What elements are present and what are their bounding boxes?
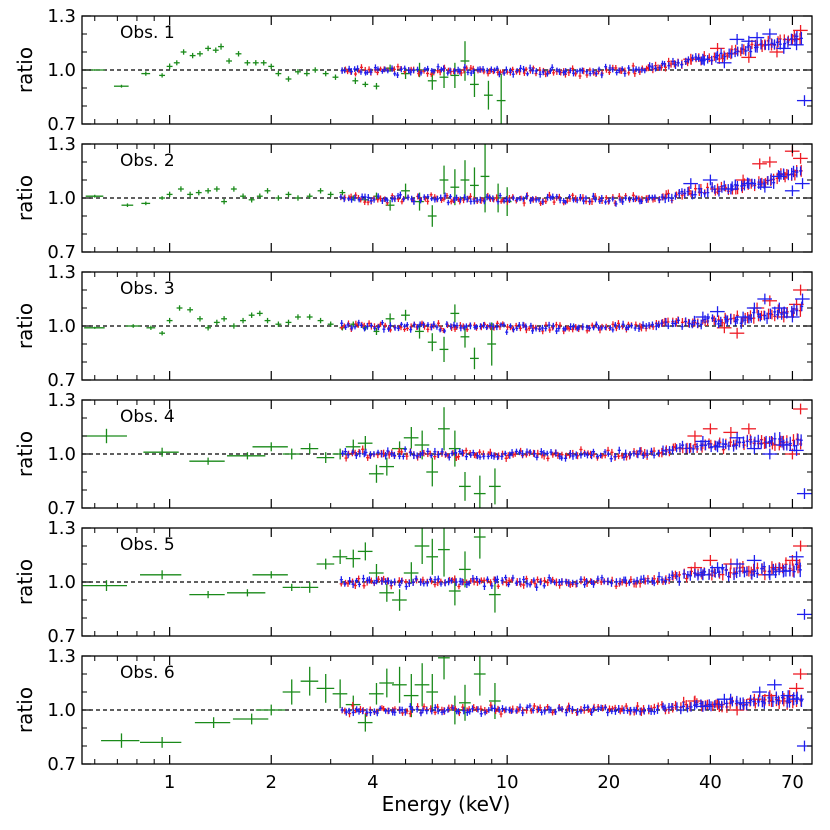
panel-title: Obs. 5 (120, 535, 175, 555)
y-tick-label: 1.3 (47, 390, 76, 411)
panel-data-area (82, 144, 812, 227)
y-tick-label: 0.7 (47, 114, 76, 135)
y-tick-label: 0.7 (47, 626, 76, 647)
series-fpmb (339, 165, 810, 207)
panel-data-area (82, 25, 812, 124)
y-tick-label: 1.3 (47, 518, 76, 539)
panel-title: Obs. 6 (120, 663, 175, 683)
panel-title: Obs. 3 (120, 279, 175, 299)
panel-5: 0.7 1.0 1.3 ratio Obs. 5 (13, 518, 813, 647)
y-tick-label: 1.3 (47, 646, 76, 667)
panel-4: 0.7 1.0 1.3 ratio Obs. 4 (13, 390, 813, 519)
panel-data-area (82, 403, 812, 508)
y-tick-label: 0.7 (47, 242, 76, 263)
x-axis-label: Energy (keV) (382, 792, 511, 816)
series-fpmb (341, 432, 812, 499)
series-soft (84, 304, 497, 370)
y-tick-label: 1.0 (47, 700, 76, 721)
series-soft (84, 41, 506, 124)
y-tick-label: 1.3 (47, 134, 76, 155)
x-tick-label: 10 (496, 772, 519, 793)
x-tick-label: 70 (781, 772, 804, 793)
y-tick-label: 0.7 (47, 498, 76, 519)
y-tick-label: 1.0 (47, 444, 76, 465)
x-tick-label: 1 (164, 772, 175, 793)
y-tick-label: 1.0 (47, 572, 76, 593)
y-tick-label: 1.0 (47, 316, 76, 337)
series-soft (101, 656, 501, 748)
y-tick-label: 1.0 (47, 60, 76, 81)
series-fpmb (340, 293, 810, 335)
panel-1: 0.7 1.0 1.3 ratio Obs. 1 (13, 6, 813, 135)
y-tick-label: 1.0 (47, 188, 76, 209)
panel-title: Obs. 1 (120, 23, 175, 43)
series-fpmb (340, 679, 812, 752)
y-axis-label: ratio (13, 431, 37, 477)
series-fpmb (339, 551, 812, 620)
x-tick-label: 40 (699, 772, 722, 793)
panel-2: 0.7 1.0 1.3 ratio Obs. 2 (13, 134, 813, 263)
panels-group: 0.7 1.0 1.3 ratio Obs. 1 0.7 1.0 1.3 ratio Obs. 2… (13, 6, 813, 793)
x-tick-label: 4 (367, 772, 378, 793)
panel-data-area (82, 656, 812, 752)
panel-data-area (82, 528, 812, 620)
panel-title: Obs. 4 (120, 407, 175, 427)
y-tick-label: 0.7 (47, 754, 76, 775)
y-axis-label: ratio (13, 687, 37, 733)
series-soft (82, 528, 501, 613)
series-fpmb (340, 28, 812, 106)
y-axis-label: ratio (13, 303, 37, 349)
y-axis-label: ratio (13, 175, 37, 221)
y-tick-label: 0.7 (47, 370, 76, 391)
y-tick-label: 1.3 (47, 6, 76, 27)
panel-6: 1 2 4 10 20 40 70 0.7 1.0 1.3 ratio Obs. 6 (13, 646, 813, 793)
panel-title: Obs. 2 (120, 151, 175, 171)
y-axis-label: ratio (13, 559, 37, 605)
y-tick-label: 1.3 (47, 262, 76, 283)
series-soft (82, 407, 501, 508)
x-tick-label: 20 (597, 772, 620, 793)
panel-data-area (82, 284, 812, 370)
panel-3: 0.7 1.0 1.3 ratio Obs. 3 (13, 262, 813, 391)
x-tick-label: 2 (266, 772, 277, 793)
series-fpma (339, 145, 808, 207)
y-axis-label: ratio (13, 47, 37, 93)
